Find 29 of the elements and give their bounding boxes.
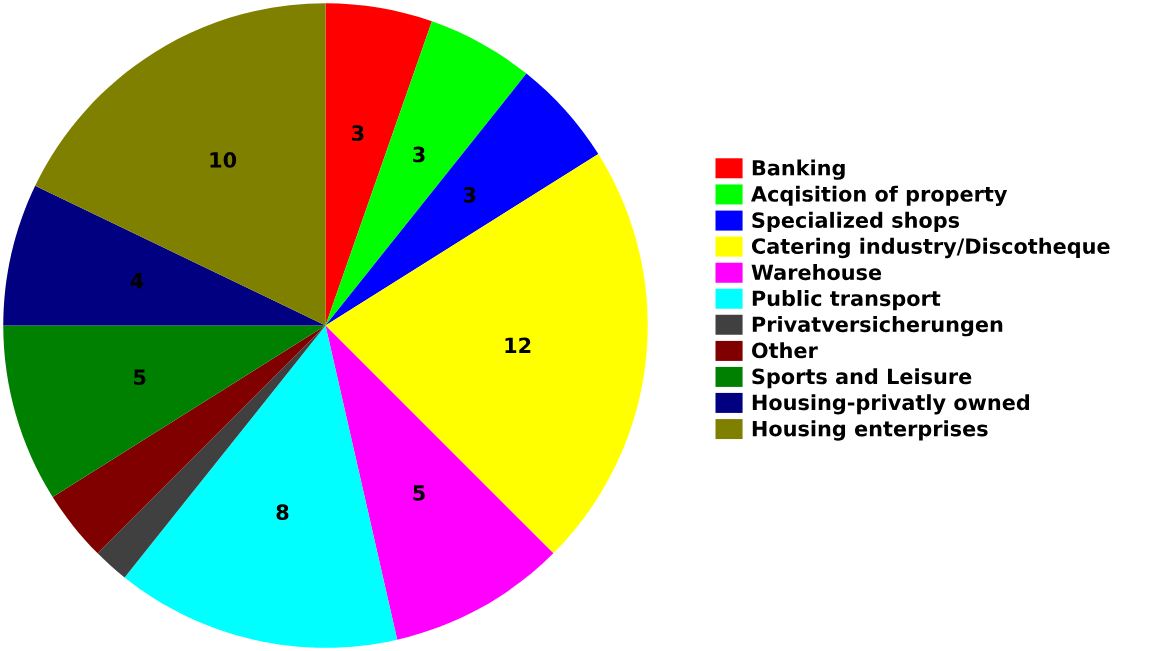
data-label: 3	[352, 125, 364, 141]
pie-slice	[35, 3, 326, 326]
pie-slice	[325, 325, 554, 640]
legend-label: Specialized shops	[752, 211, 960, 233]
legend-label: Housing enterprises	[752, 420, 988, 441]
pie-slice	[124, 325, 398, 648]
legend-label: Catering industry/Discotheque	[751, 237, 1110, 259]
legend-label: Other	[751, 342, 818, 359]
data-label: 4	[130, 273, 144, 289]
legend-label: Sports and Leisure	[752, 368, 972, 389]
legend-label: Warehouse	[751, 264, 882, 281]
data-label: 12	[505, 337, 531, 353]
data-label: 5	[413, 485, 425, 501]
pie-slice	[325, 73, 599, 326]
data-label: 10	[210, 152, 237, 168]
legend-label: Privatversicherungen	[752, 316, 1003, 337]
legend-label: Acqisition of property	[751, 185, 1008, 207]
legend-label: Housing-privatly owned	[752, 394, 1030, 415]
data-label: 8	[276, 504, 289, 521]
pie-slice	[325, 21, 527, 326]
data-label: 3	[413, 146, 425, 163]
data-label: 3	[463, 186, 476, 203]
pie-slice	[325, 3, 432, 326]
data-label: 5	[134, 369, 146, 386]
legend-label: Banking	[752, 159, 845, 180]
legend-label: Public transport	[752, 290, 941, 311]
pie-slice	[3, 325, 326, 497]
pie-slice	[52, 325, 326, 554]
pie-slice	[3, 185, 326, 326]
